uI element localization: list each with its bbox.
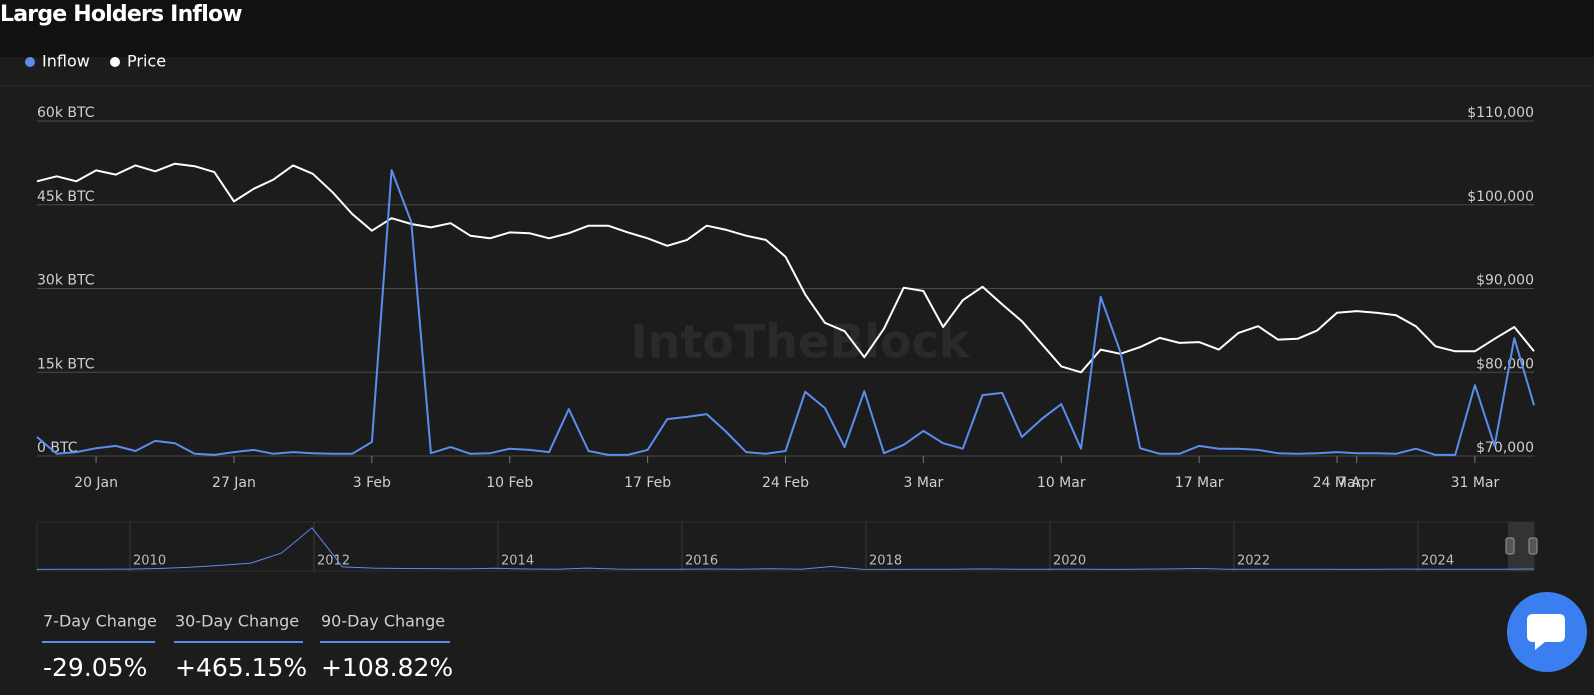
x-tick-label: 20 Jan [74, 475, 118, 491]
navigator-label: 2014 [501, 554, 534, 569]
navigator-label: 2012 [317, 554, 350, 569]
stat-value: -29.05% [43, 653, 147, 682]
x-tick-label: 17 Mar [1175, 475, 1224, 491]
y2-tick-label: $90,000 [1476, 273, 1534, 289]
navigator-handle[interactable] [1528, 537, 1538, 555]
x-tick-label: 3 Mar [903, 475, 943, 491]
y2-tick-label: $110,000 [1467, 105, 1534, 121]
navigator-label: 2022 [1237, 554, 1270, 569]
legend-dot [25, 57, 35, 67]
navigator [36, 521, 1535, 572]
navigator-label: 2016 [685, 554, 718, 569]
x-tick-label: 27 Jan [212, 475, 256, 491]
stat-value: +465.15% [175, 653, 307, 682]
x-tick-label: 10 Mar [1037, 475, 1086, 491]
series-line [36, 169, 1535, 456]
y-tick-label: 45k BTC [37, 189, 95, 205]
navigator-handle[interactable] [1505, 537, 1515, 555]
navigator-label: 2024 [1421, 554, 1454, 569]
y2-tick-label: $70,000 [1476, 440, 1534, 456]
x-tick-label: 3 Feb [353, 475, 391, 491]
stat-label: 90-Day Change [321, 612, 445, 631]
y2-tick-label: $100,000 [1467, 189, 1534, 205]
navigator-label: 2018 [869, 554, 902, 569]
stat-label: 30-Day Change [175, 612, 299, 631]
y-tick-label: 30k BTC [37, 273, 95, 289]
navigator-label: 2020 [1053, 554, 1086, 569]
navigator-label: 2010 [133, 554, 166, 569]
series-line [36, 162, 1535, 374]
stat-label: 7-Day Change [43, 612, 157, 631]
page-title: Large Holders Inflow [0, 2, 242, 27]
legend-dot [110, 57, 120, 67]
x-tick-label: 7 Apr [1338, 475, 1376, 491]
chat-icon [1527, 614, 1565, 650]
x-tick-label: 31 Mar [1451, 475, 1500, 491]
navigator-line [36, 527, 1535, 570]
legend-label: Inflow [42, 52, 90, 71]
y-tick-label: 15k BTC [37, 356, 95, 372]
y2-tick-label: $80,000 [1476, 356, 1534, 372]
y-tick-label: 60k BTC [37, 105, 95, 121]
legend-label: Price [127, 52, 166, 71]
x-tick-label: 24 Mar [1313, 475, 1362, 491]
stat-value: +108.82% [321, 653, 453, 682]
watermark: IntoTheBlock [630, 315, 970, 369]
x-tick-label: 10 Feb [486, 475, 533, 491]
x-tick-label: 24 Feb [762, 475, 809, 491]
x-tick-label: 17 Feb [624, 475, 671, 491]
header-bar [0, 0, 1594, 57]
